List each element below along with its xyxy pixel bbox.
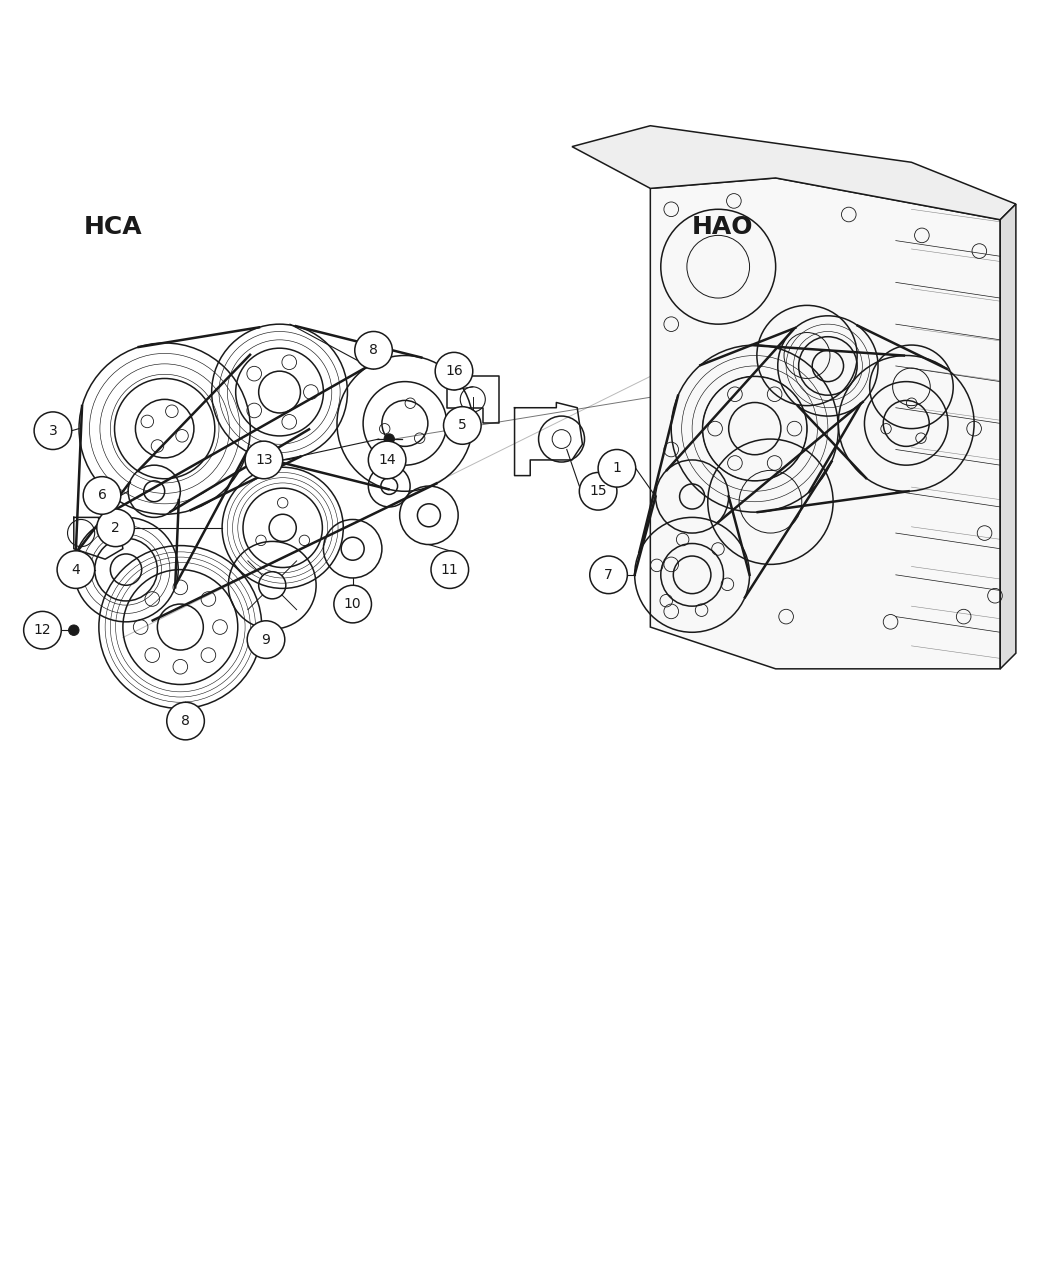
Text: 5: 5 [458,418,466,432]
Circle shape [83,477,121,514]
Text: 6: 6 [98,488,106,502]
Text: 10: 10 [343,597,361,611]
Circle shape [430,551,468,588]
Text: 9: 9 [261,632,271,646]
Text: 8: 8 [370,343,378,357]
Text: 12: 12 [34,623,51,638]
Circle shape [57,551,94,588]
Circle shape [355,332,393,368]
Circle shape [167,703,205,740]
Text: 4: 4 [71,562,80,576]
Text: HCA: HCA [84,214,143,238]
Polygon shape [650,179,1001,669]
Circle shape [580,473,617,510]
Circle shape [247,621,285,658]
Circle shape [34,412,71,450]
Polygon shape [1001,204,1016,669]
Text: 8: 8 [181,714,190,728]
Text: 3: 3 [48,423,58,437]
Text: 7: 7 [604,567,613,581]
Circle shape [369,441,406,478]
Circle shape [68,625,79,635]
Circle shape [598,450,635,487]
Text: 15: 15 [589,484,607,499]
Circle shape [334,585,372,623]
Text: 13: 13 [255,453,273,467]
Circle shape [97,509,134,547]
Polygon shape [572,126,1016,219]
Text: 11: 11 [441,562,459,576]
Text: 16: 16 [445,365,463,379]
Circle shape [384,434,395,444]
Text: 2: 2 [111,520,120,534]
Text: 1: 1 [612,462,622,476]
Text: HAO: HAO [692,214,754,238]
Circle shape [443,407,481,444]
Circle shape [590,556,627,594]
Text: 14: 14 [378,453,396,467]
Circle shape [24,612,61,649]
Circle shape [435,352,472,390]
Circle shape [245,441,282,478]
